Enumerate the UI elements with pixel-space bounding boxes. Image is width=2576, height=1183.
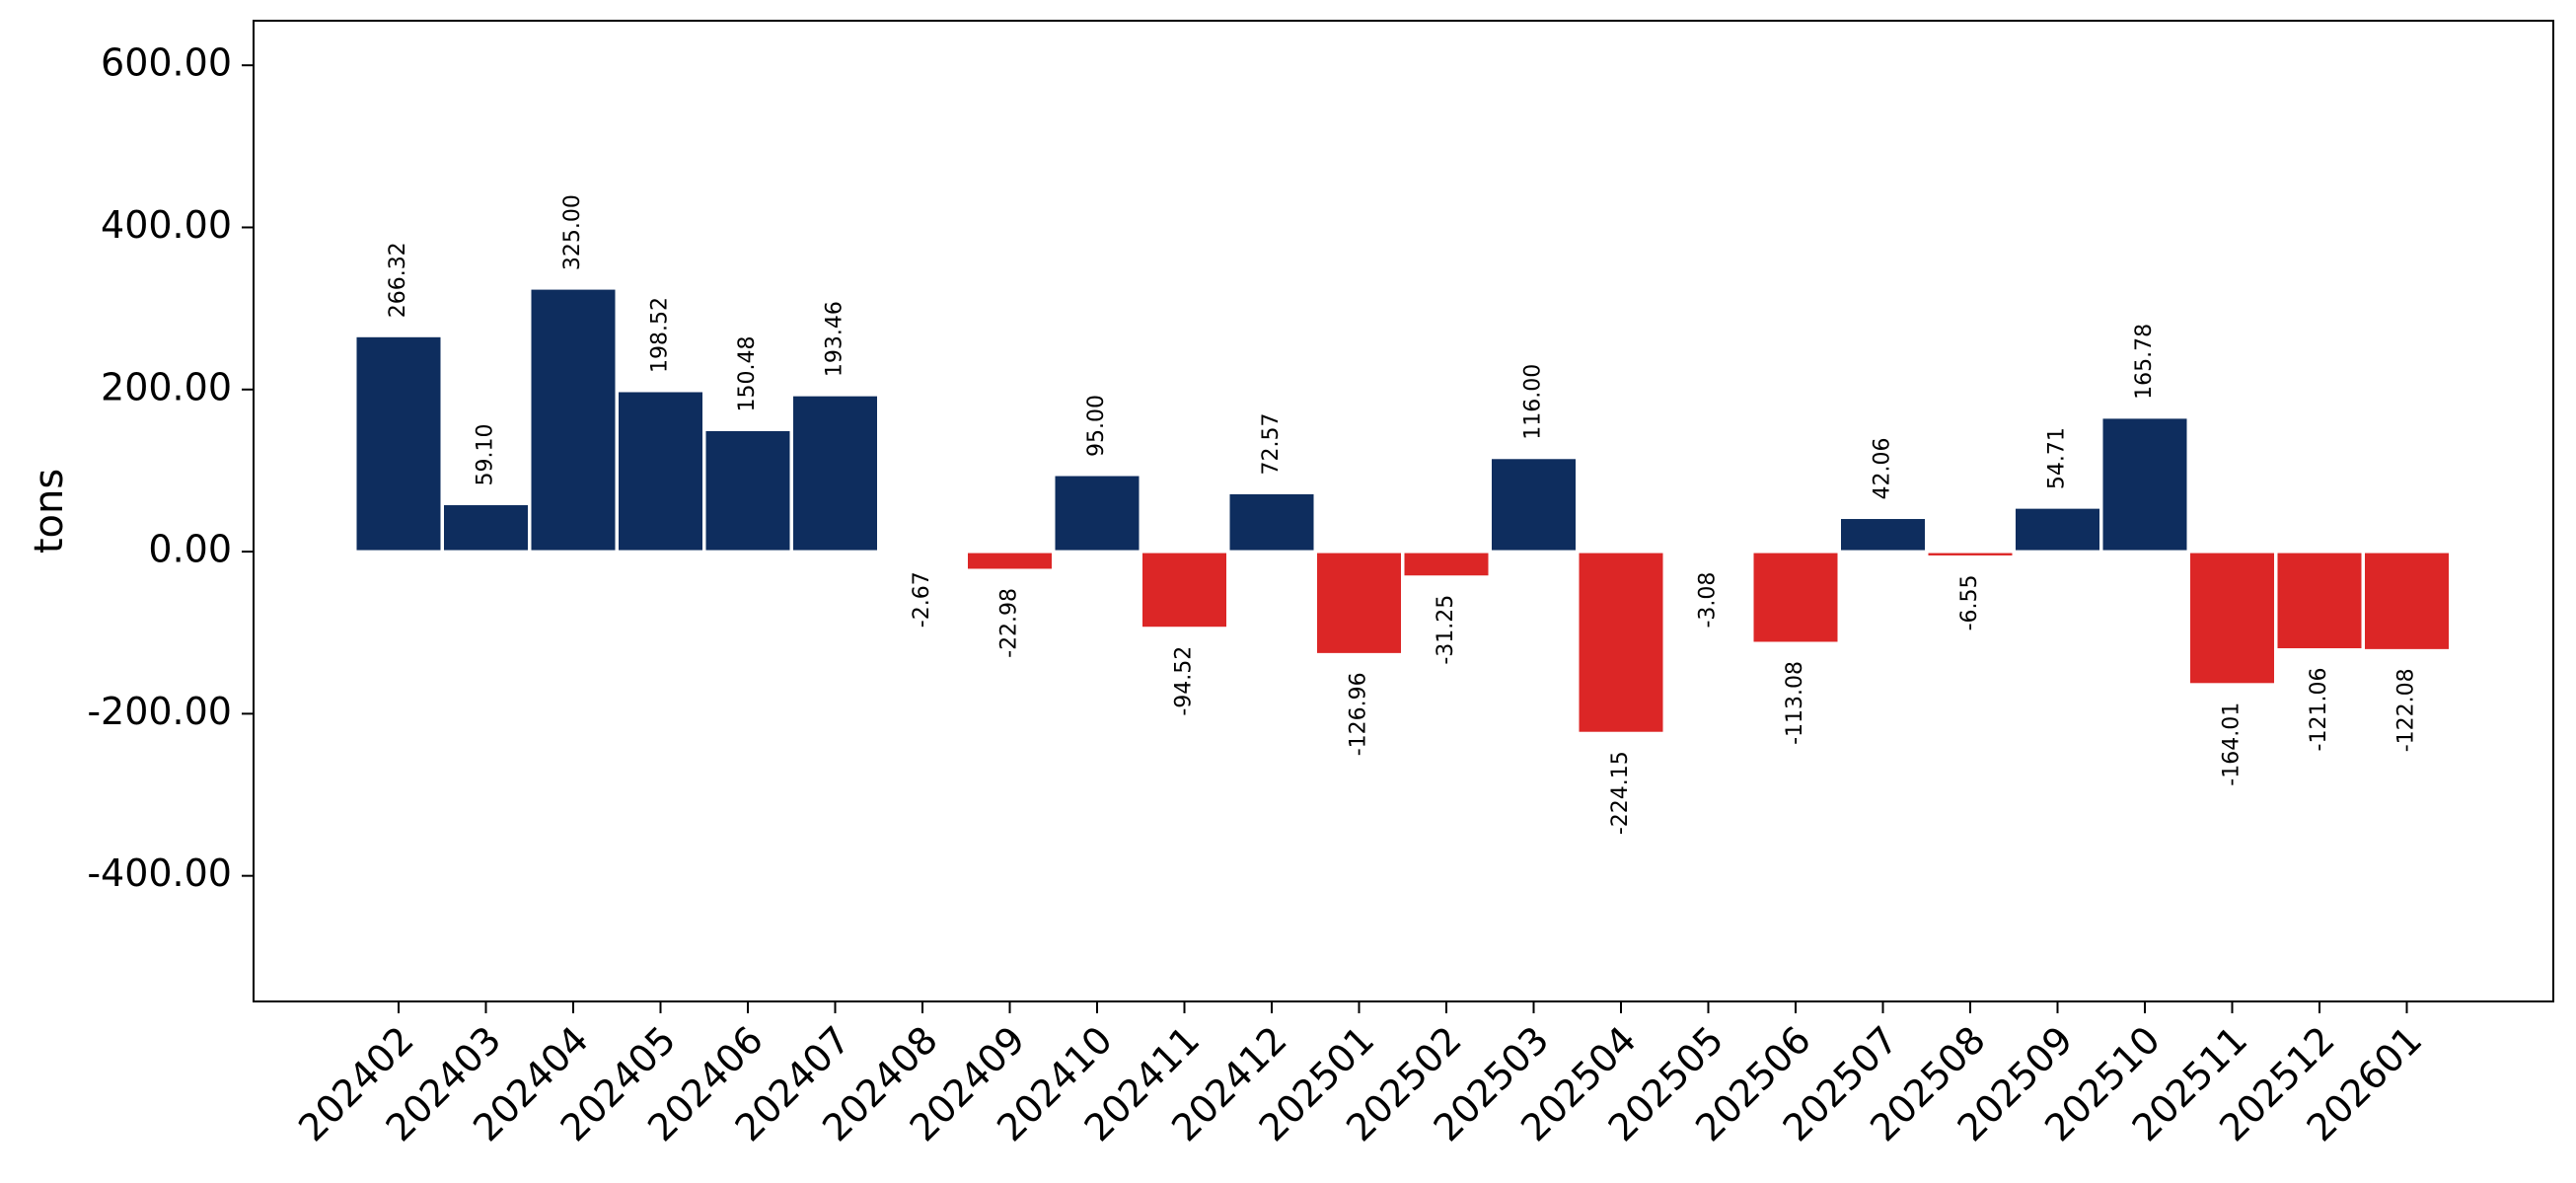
y-tick-label: -400.00: [87, 851, 232, 895]
bar-202510: [2099, 415, 2190, 554]
bar-202409: [965, 550, 1055, 572]
bar-202509: [2013, 505, 2102, 554]
value-label-202502: -31.25: [1434, 595, 1458, 665]
value-label-202403: 59.10: [474, 424, 498, 486]
x-axis: 2024022024032024042024052024062024072024…: [290, 1001, 2430, 1149]
value-label-202601: -122.08: [2394, 668, 2419, 752]
bar-202408: [877, 550, 968, 555]
bar-202511: [2187, 550, 2277, 687]
bar-202601: [2362, 550, 2452, 652]
value-labels-group: 266.32 59.10 325.00 198.52 150.48 193.46 -2.67…: [386, 194, 2419, 835]
value-label-202504: -224.15: [1608, 751, 1633, 835]
value-label-202511: -164.01: [2220, 702, 2245, 786]
value-label-202507: 42.06: [1871, 438, 1895, 500]
value-label-202510: 165.78: [2132, 324, 2157, 400]
value-label-202501: -126.96: [1347, 672, 1371, 756]
bar-202502: [1401, 550, 1492, 579]
bar-202503: [1489, 456, 1579, 554]
value-label-202412: 72.57: [1259, 412, 1284, 475]
bar-202405: [616, 389, 705, 554]
bar-202411: [1140, 550, 1229, 630]
value-label-202508: -6.55: [1957, 574, 1982, 630]
y-tick-label: -200.00: [87, 690, 232, 733]
bar-202404: [528, 286, 619, 554]
bar-202402: [353, 333, 444, 554]
value-label-202509: 54.71: [2045, 427, 2070, 489]
value-label-202405: 198.52: [648, 297, 673, 373]
bar-202410: [1052, 473, 1142, 554]
bar-202412: [1226, 490, 1317, 554]
value-label-202407: 193.46: [823, 301, 847, 377]
plot-frame: [253, 20, 2554, 1002]
bar-202501: [1314, 550, 1404, 656]
value-label-202411: -94.52: [1172, 646, 1197, 716]
value-label-202404: 325.00: [560, 194, 585, 270]
bar-202403: [441, 502, 531, 554]
y-tick-label: 600.00: [101, 41, 232, 85]
value-label-202406: 150.48: [735, 335, 760, 411]
value-label-202408: -2.67: [910, 571, 934, 628]
bar-202508: [1925, 550, 2016, 558]
value-label-202402: 266.32: [386, 242, 410, 318]
bar-202507: [1838, 516, 1928, 554]
bar-202512: [2274, 550, 2365, 652]
bar-202407: [790, 393, 880, 554]
bars-group: [353, 286, 2452, 735]
bar-202406: [702, 427, 793, 554]
y-axis-title: tons: [27, 469, 72, 554]
value-label-202409: -22.98: [997, 588, 1022, 658]
bar-202505: [1663, 550, 1753, 556]
value-label-202410: 95.00: [1084, 395, 1109, 457]
y-tick-label: 400.00: [101, 203, 232, 247]
value-label-202503: 116.00: [1521, 364, 1546, 440]
bar-202506: [1750, 550, 1841, 645]
y-tick-label: 0.00: [148, 528, 232, 571]
bar-202504: [1576, 550, 1666, 735]
value-label-202505: -3.08: [1696, 572, 1721, 628]
value-label-202512: -121.06: [2307, 668, 2331, 752]
y-tick-label: 200.00: [101, 365, 232, 408]
value-label-202506: -113.08: [1783, 661, 1807, 745]
y-axis: -400.00 -200.00 0.00 200.00 400.00 600.00: [87, 41, 254, 895]
